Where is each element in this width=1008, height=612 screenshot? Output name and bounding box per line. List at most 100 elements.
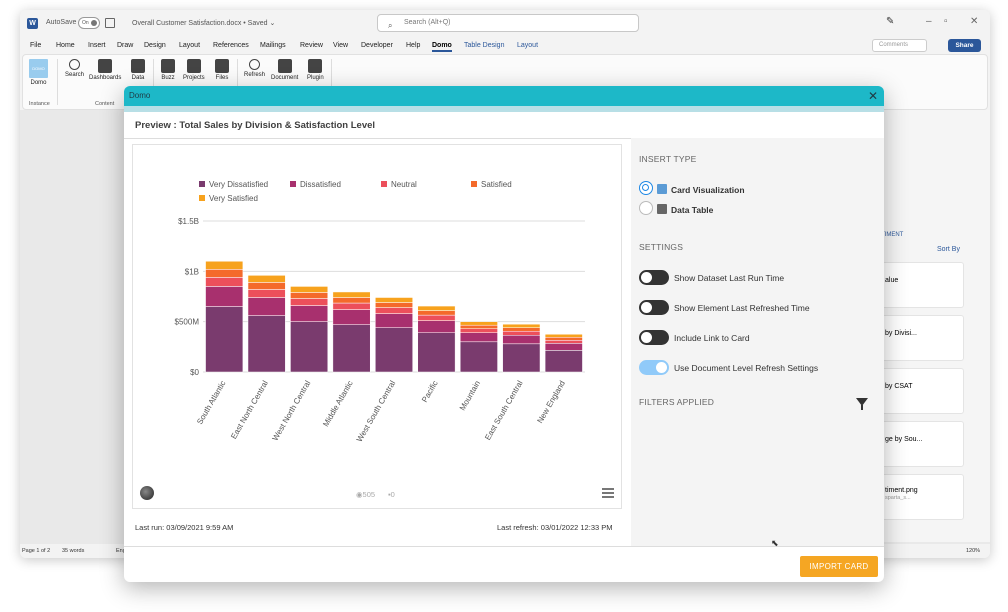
table-view-icon[interactable] xyxy=(602,488,614,498)
ribbon-refresh-button[interactable]: Refresh xyxy=(244,59,265,78)
toggle-include-link[interactable] xyxy=(639,330,669,345)
ribbon-search-button[interactable]: Search xyxy=(65,59,84,78)
ribbon-projects-button[interactable]: Projects xyxy=(183,59,205,81)
side-pane-item-label: alue xyxy=(885,277,899,284)
card-visualization-radio[interactable] xyxy=(639,181,653,195)
tab-insert[interactable]: Insert xyxy=(88,42,106,49)
ribbon-label: Search xyxy=(65,72,85,78)
side-pane-item[interactable]: alue xyxy=(880,262,964,308)
x-tick-label: West North Central xyxy=(271,379,313,442)
bar-segment xyxy=(375,313,413,328)
bar-segment xyxy=(205,306,244,373)
toggle-dataset-last-run-label: Show Dataset Last Run Time xyxy=(674,273,785,283)
ribbon-plugin-button[interactable]: Plugin xyxy=(307,59,324,81)
settings-panel: INSERT TYPE Card Visualization Data Tabl… xyxy=(631,138,884,546)
bar-segment xyxy=(417,305,456,311)
bar-segment xyxy=(205,286,244,307)
data-table-radio[interactable] xyxy=(639,201,653,215)
y-tick-label: $500M xyxy=(175,318,200,327)
tab-developer[interactable]: Developer xyxy=(361,42,393,49)
side-pane-item[interactable]: by CSAT xyxy=(880,368,964,414)
bar-segment xyxy=(290,286,329,293)
tab-table-design[interactable]: Table Design xyxy=(464,42,505,49)
side-pane-item[interactable]: ge by Sou... xyxy=(880,421,964,467)
ribbon-data-button[interactable]: Data xyxy=(131,59,145,81)
ribbon-dashboards-button[interactable]: Dashboards xyxy=(89,59,121,81)
tab-references[interactable]: References xyxy=(213,42,249,49)
comments-button[interactable]: Comments xyxy=(872,39,928,52)
toggle-element-last-refreshed[interactable] xyxy=(639,300,669,315)
tab-draw[interactable]: Draw xyxy=(117,42,134,49)
ribbon-label: Domo xyxy=(30,80,47,86)
tab-home[interactable]: Home xyxy=(56,42,75,49)
word-count[interactable]: 35 words xyxy=(62,548,85,554)
toggle-include-link-label: Include Link to Card xyxy=(674,333,750,343)
legend-swatch xyxy=(290,181,296,187)
plugin-icon xyxy=(308,59,323,73)
ribbon-domo-button[interactable]: DOMO Domo xyxy=(29,59,48,86)
ribbon-files-button[interactable]: Files xyxy=(215,59,229,81)
tab-help[interactable]: Help xyxy=(406,42,421,49)
maximize-icon[interactable]: ▫ xyxy=(944,16,948,27)
bar-segment xyxy=(502,343,541,373)
minimize-icon[interactable]: – xyxy=(926,16,932,27)
x-tick-label: Mountain xyxy=(458,379,482,412)
filter-icon[interactable] xyxy=(856,398,868,410)
database-icon xyxy=(131,59,145,73)
import-card-button[interactable]: IMPORT CARD xyxy=(800,556,878,577)
bar-segment xyxy=(332,291,371,298)
tab-table-layout[interactable]: Layout xyxy=(517,42,539,49)
bar-segment xyxy=(332,324,371,373)
tab-review[interactable]: Review xyxy=(300,42,323,49)
search-input[interactable]: ⌕ Search (Alt+Q) xyxy=(377,14,639,32)
side-pane-item[interactable]: by Divisi... xyxy=(880,315,964,361)
bar-segment xyxy=(332,302,371,310)
menu-bar: File Home Insert Draw Design Layout Refe… xyxy=(20,38,990,54)
side-pane-item[interactable]: timent.png sparta_s... xyxy=(880,474,964,520)
close-icon[interactable]: ✕ xyxy=(867,89,878,103)
language-status[interactable]: Eng xyxy=(116,548,126,554)
tab-view[interactable]: View xyxy=(333,42,349,49)
ribbon-divider xyxy=(237,59,238,105)
tab-file[interactable]: File xyxy=(30,42,42,49)
filters-applied-heading: FILTERS APPLIED xyxy=(639,397,715,407)
x-tick-label: New England xyxy=(535,379,567,425)
autosave-toggle[interactable]: On xyxy=(78,17,100,29)
bar-segment xyxy=(290,321,329,373)
side-pane-tab[interactable]: ...TIMENT xyxy=(876,232,904,238)
document-title[interactable]: Overall Customer Satisfaction.docx • Sav… xyxy=(132,20,276,27)
card-preview: $0 $500M $1B $1.5B Very Dissatisfied Dissatis… xyxy=(132,144,622,509)
ribbon-label: Projects xyxy=(183,75,205,81)
pen-icon[interactable]: ✎ xyxy=(886,16,895,27)
tab-domo[interactable]: Domo xyxy=(432,42,452,52)
ribbon-document-button[interactable]: Document xyxy=(271,59,298,81)
tab-mailings[interactable]: Mailings xyxy=(260,42,286,49)
x-tick-label: West South Central xyxy=(355,379,398,444)
toggle-document-refresh[interactable] xyxy=(639,360,669,375)
ribbon-buzz-button[interactable]: Buzz xyxy=(161,59,175,81)
avatar xyxy=(140,486,154,500)
close-window-icon[interactable]: ✕ xyxy=(970,16,979,27)
word-logo-icon: W xyxy=(27,18,38,29)
tab-design[interactable]: Design xyxy=(144,42,166,49)
side-pane-item-sublabel: sparta_s... xyxy=(885,495,911,501)
bar-segment xyxy=(247,289,286,298)
sort-by-dropdown[interactable]: Sort By xyxy=(937,246,960,253)
zoom-level[interactable]: 120% xyxy=(966,548,981,554)
tab-layout[interactable]: Layout xyxy=(179,42,201,49)
mouse-cursor-icon: ⬉ xyxy=(771,538,779,548)
data-table-label[interactable]: Data Table xyxy=(657,204,713,215)
side-pane-item-label: by CSAT xyxy=(885,383,913,390)
page-count[interactable]: Page 1 of 2 xyxy=(22,548,51,554)
y-tick-label: $1.5B xyxy=(178,217,199,226)
toggle-dataset-last-run[interactable] xyxy=(639,270,669,285)
card-visualization-label[interactable]: Card Visualization xyxy=(657,184,745,195)
side-pane-item-label: by Divisi... xyxy=(885,330,917,337)
x-tick-label: East North Central xyxy=(229,379,270,441)
ribbon-label: Document xyxy=(271,75,299,81)
save-icon[interactable] xyxy=(105,18,115,28)
bar-segment xyxy=(417,310,456,316)
toggle-document-refresh-label: Use Document Level Refresh Settings xyxy=(674,363,819,373)
share-button[interactable]: Share xyxy=(948,39,981,52)
legend-label: Very Dissatisfied xyxy=(209,180,268,189)
